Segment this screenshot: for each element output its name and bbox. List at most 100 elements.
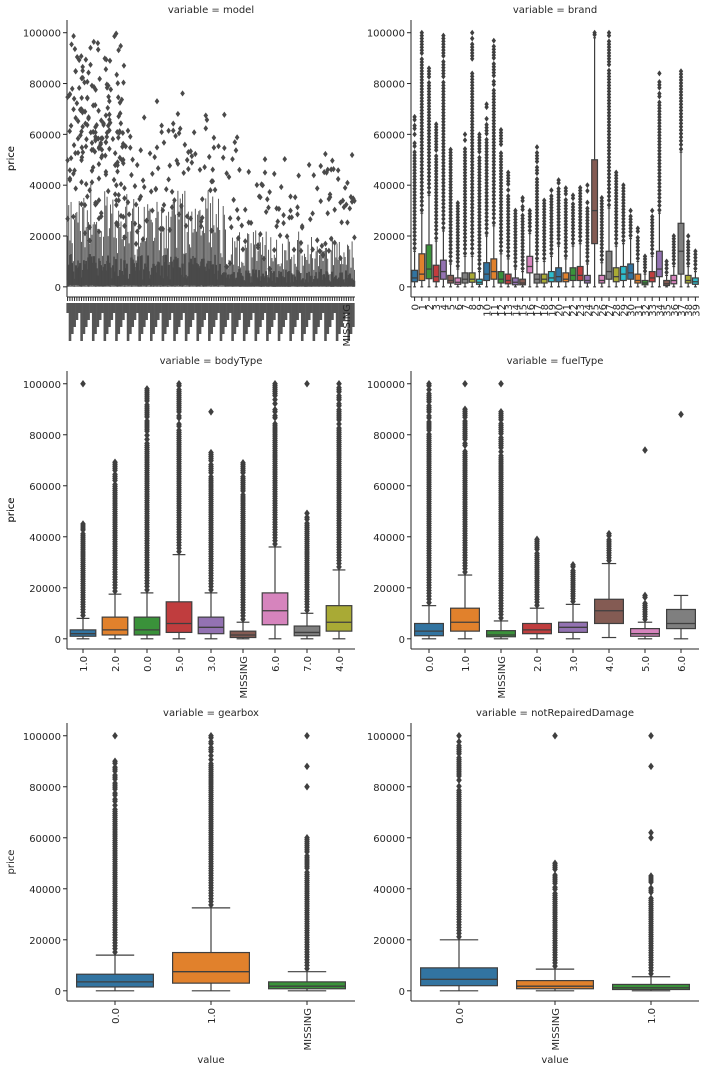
outlier-point bbox=[412, 192, 417, 199]
outlier-point bbox=[552, 871, 558, 879]
outlier-point bbox=[570, 236, 576, 242]
outlier-point bbox=[112, 191, 118, 198]
outlier-point bbox=[304, 379, 310, 388]
outlier-point bbox=[426, 152, 432, 159]
outlier-point bbox=[448, 225, 453, 232]
box-14: 14 bbox=[511, 207, 522, 317]
panel-title: variable = brand bbox=[513, 5, 597, 16]
y-axis-label: price bbox=[6, 498, 17, 523]
box-0.0: 0.0 bbox=[75, 731, 155, 1024]
outlier-point bbox=[434, 212, 439, 219]
outlier-point bbox=[477, 265, 482, 272]
x-axis-label: value bbox=[197, 1055, 224, 1066]
outlier-point bbox=[470, 106, 475, 113]
outlier-point bbox=[441, 128, 446, 135]
outlier-point bbox=[339, 219, 344, 226]
outlier-point bbox=[434, 195, 439, 202]
outlier-point bbox=[174, 157, 180, 164]
outlier-point bbox=[462, 207, 468, 214]
x-tick-label-glyph bbox=[163, 303, 167, 334]
outlier-point bbox=[224, 170, 229, 177]
outlier-point bbox=[184, 213, 190, 220]
outlier-point bbox=[106, 93, 111, 100]
outlier-point bbox=[412, 164, 417, 171]
x-tick-label: 3.0 bbox=[569, 656, 580, 672]
outlier-point bbox=[570, 192, 576, 199]
outlier-point bbox=[470, 194, 475, 201]
outlier-point bbox=[628, 228, 633, 235]
outlier-point bbox=[534, 188, 540, 195]
x-tick-label-glyph bbox=[300, 303, 304, 341]
outlier-point bbox=[552, 883, 558, 892]
outlier-point bbox=[520, 265, 525, 272]
outlier-point bbox=[484, 164, 489, 171]
outlier-point bbox=[657, 147, 662, 154]
outlier-point bbox=[621, 219, 626, 226]
x-tick-label: 19 bbox=[547, 304, 558, 317]
outlier-point bbox=[671, 233, 676, 239]
outlier-point bbox=[599, 228, 604, 235]
outlier-point bbox=[693, 265, 698, 272]
outlier-point bbox=[448, 257, 453, 264]
y-tick-label: 80000 bbox=[373, 431, 405, 442]
iqr-box bbox=[261, 592, 289, 626]
outlier-point bbox=[67, 92, 72, 99]
outlier-point bbox=[72, 45, 78, 53]
x-tick-label-glyph bbox=[184, 303, 188, 341]
x-tick-label: 16 bbox=[526, 304, 537, 317]
outlier-point bbox=[484, 115, 489, 122]
outlier-point bbox=[98, 210, 104, 217]
outlier-point bbox=[114, 182, 119, 189]
iqr-box bbox=[526, 255, 534, 274]
box-7: 7 bbox=[461, 131, 472, 310]
outlier-point bbox=[336, 383, 342, 392]
outlier-point bbox=[470, 187, 475, 194]
outlier-point bbox=[462, 175, 468, 182]
outlier-point bbox=[657, 187, 662, 194]
outlier-point bbox=[134, 161, 140, 169]
outlier-point bbox=[520, 227, 525, 234]
x-tick-labels-crowded bbox=[66, 297, 355, 341]
outlier-point bbox=[232, 139, 238, 146]
outlier-point bbox=[606, 128, 612, 135]
outlier-point bbox=[448, 228, 453, 235]
outlier-point bbox=[491, 133, 496, 140]
outlier-point bbox=[295, 204, 300, 211]
iqr-box bbox=[591, 159, 599, 245]
outlier-point bbox=[419, 145, 424, 152]
outlier-point bbox=[419, 158, 424, 165]
outlier-point bbox=[506, 205, 511, 212]
outlier-point bbox=[426, 166, 432, 173]
outlier-point bbox=[426, 130, 432, 137]
x-tick-label-glyph bbox=[103, 303, 107, 341]
outlier-point bbox=[498, 189, 504, 196]
y-tick-label: 100000 bbox=[23, 732, 61, 743]
outlier-point bbox=[484, 186, 489, 193]
outlier-point bbox=[498, 224, 504, 231]
outlier-point bbox=[563, 230, 568, 237]
outlier-point bbox=[614, 214, 619, 221]
x-tick-label-glyph bbox=[254, 303, 258, 341]
outlier-point bbox=[470, 109, 475, 116]
x-tick-label: 15 bbox=[519, 304, 530, 317]
outlier-point bbox=[657, 141, 662, 148]
outlier-point bbox=[125, 127, 131, 134]
outlier-point bbox=[188, 148, 193, 155]
outlier-point bbox=[262, 169, 268, 176]
outlier-point bbox=[599, 248, 604, 255]
outlier-point bbox=[498, 170, 504, 177]
outlier-point bbox=[513, 219, 518, 226]
outlier-point bbox=[520, 243, 525, 250]
outlier-point bbox=[491, 126, 496, 133]
iqr-box bbox=[299, 273, 301, 287]
iqr-box bbox=[181, 263, 184, 286]
outlier-point bbox=[491, 60, 496, 67]
outlier-point bbox=[635, 247, 640, 254]
outlier-point bbox=[448, 235, 453, 242]
outlier-point bbox=[534, 225, 540, 232]
x-tick-label: 14 bbox=[511, 304, 522, 317]
outlier-point bbox=[520, 224, 525, 231]
outlier-point bbox=[272, 405, 278, 414]
outlier-point bbox=[552, 859, 558, 868]
box-model-54 bbox=[127, 133, 133, 287]
